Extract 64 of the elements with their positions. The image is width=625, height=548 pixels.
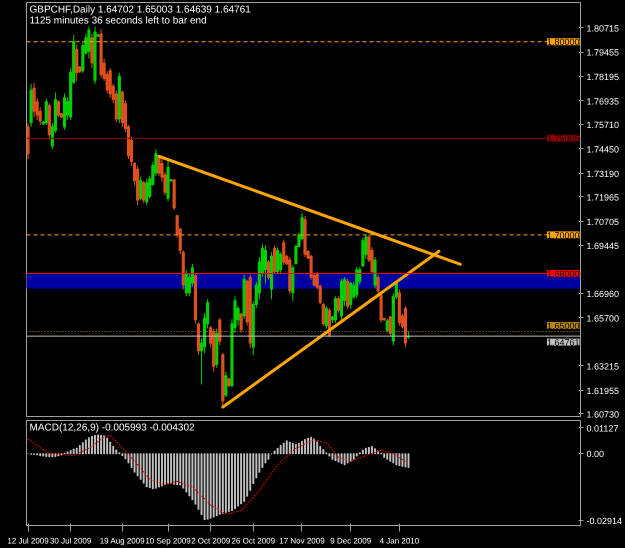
x-tick-label: 30 Jul 2009 [50, 536, 92, 546]
x-tick-label: 9 Dec 2009 [330, 536, 372, 546]
y-tick-label: 1.70705 [586, 216, 620, 227]
x-tick-label: 12 Jul 2009 [7, 536, 50, 546]
y-tick-label: 1.74450 [586, 144, 620, 154]
y-tick-label: -0.02914 [586, 516, 622, 526]
chart-title: MACD(12,26,9) -0.005993 -0.004302 [30, 422, 196, 434]
candlestick [386, 318, 389, 334]
y-tick-label: 1.80715 [586, 23, 620, 34]
candlestick [273, 244, 276, 274]
candlestick [142, 180, 146, 204]
y-tick-label: 1.60730 [586, 409, 620, 420]
candlestick [349, 281, 352, 310]
y-tick-label: 0.01127 [586, 423, 618, 434]
ref-line-label: 1.65000 [546, 321, 580, 331]
y-tick-label: 1.61955 [586, 386, 620, 396]
y-tick-label: 1.73190 [586, 168, 620, 179]
candlestick [218, 317, 222, 346]
ref-line-label: 1.70000 [546, 230, 580, 240]
candlestick [32, 82, 36, 118]
candlestick [324, 306, 328, 330]
y-tick-label: 1.69445 [586, 241, 620, 252]
y-tick-label: 1.66960 [586, 289, 620, 300]
candlestick [44, 98, 48, 126]
candlestick [224, 371, 228, 398]
x-tick-label: 10 Sep 2009 [145, 536, 192, 546]
y-tick-label: 0.00 [586, 449, 604, 460]
y-tick-label: 1.65700 [586, 313, 620, 324]
candlestick [240, 312, 243, 334]
candlestick [336, 296, 340, 314]
y-tick-label: 1.76935 [586, 96, 620, 106]
candlestick [282, 239, 286, 266]
candlestick [87, 24, 90, 59]
ref-line-label: 1.75005 [546, 134, 580, 144]
candlestick [145, 178, 148, 206]
candlestick [279, 252, 282, 274]
ref-line-label: 1.68000 [546, 269, 580, 280]
x-tick-label: 19 Aug 2009 [100, 536, 146, 546]
y-tick-label: 1.71965 [586, 192, 620, 202]
x-tick-label: 26 Oct 2009 [231, 536, 276, 546]
x-tick-label: 2 Oct 2009 [191, 536, 231, 546]
candlestick [376, 274, 380, 294]
ref-line-label: 1.64761 [546, 338, 580, 348]
candlestick [184, 269, 188, 297]
candlestick [388, 315, 392, 336]
candlestick [276, 246, 280, 274]
candlestick [75, 44, 78, 82]
candlestick [266, 260, 270, 280]
y-tick-label: 1.63215 [586, 361, 620, 372]
ref-line-label: 1.80000 [546, 37, 580, 48]
y-tick-label: 1.79455 [586, 48, 620, 58]
x-tick-label: 4 Jan 2010 [380, 536, 420, 546]
candlestick [56, 100, 60, 118]
x-tick-label: 17 Nov 2009 [279, 536, 326, 546]
candlestick [322, 302, 325, 326]
candlestick [264, 244, 268, 284]
candlestick [334, 296, 338, 324]
chart-title: GBPCHF,Daily 1.64702 1.65003 1.64639 1.64761 [30, 4, 252, 16]
line-series [28, 434, 410, 515]
y-tick-label: 1.75710 [586, 120, 620, 130]
y-tick-label: 1.78195 [586, 72, 620, 82]
text: 1125 minutes 36 seconds left to bar end [30, 16, 207, 26]
candlestick [227, 377, 230, 388]
candlestick [139, 176, 142, 201]
